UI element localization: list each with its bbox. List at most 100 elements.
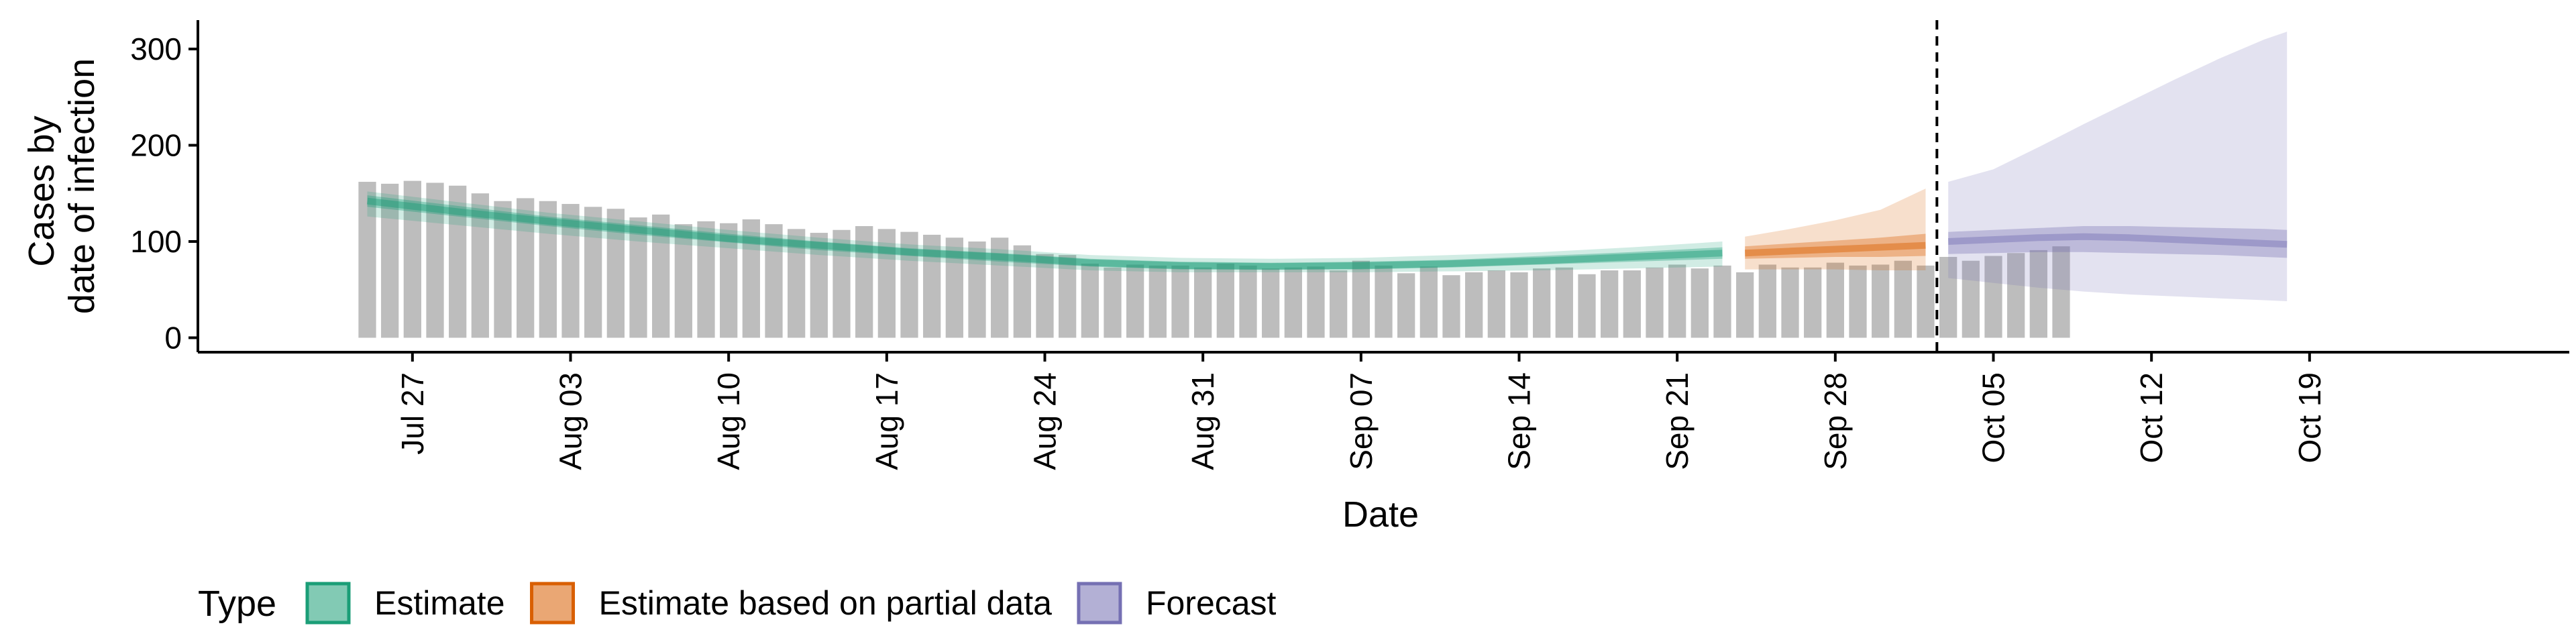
legend-label-forecast: Forecast [1146, 584, 1277, 622]
y-axis-title-line2: date of infection [62, 58, 102, 314]
bar [1939, 256, 1957, 338]
bar [561, 204, 580, 338]
bar [1419, 266, 1438, 338]
x-tick-label: Sep 28 [1818, 372, 1853, 470]
bar [991, 237, 1009, 338]
bar [2029, 250, 2047, 338]
x-tick-label: Aug 17 [869, 372, 904, 470]
bar [1601, 270, 1619, 338]
y-tick-label: 200 [130, 128, 182, 163]
bar [1713, 265, 1731, 338]
bar [426, 182, 444, 338]
bar [2007, 253, 2025, 338]
bar [968, 241, 986, 338]
bar [1239, 265, 1257, 338]
bar [765, 224, 783, 338]
bar [900, 231, 918, 338]
bar [1690, 268, 1709, 338]
bar [449, 185, 467, 338]
x-tick-label: Oct 19 [2292, 372, 2327, 464]
bar [1081, 264, 1099, 338]
x-tick-label: Aug 24 [1028, 372, 1063, 470]
bar [1148, 265, 1167, 338]
y-axis: 0 100 200 300 [130, 20, 199, 355]
bar [1442, 275, 1460, 338]
bar [1036, 254, 1054, 338]
forecast-inner-band [1948, 226, 2288, 258]
x-axis-title: Date [1342, 494, 1419, 535]
bar [1216, 264, 1234, 338]
y-axis-title: Cases by date of infection [21, 58, 102, 314]
bar [1646, 267, 1664, 338]
bar [358, 182, 376, 338]
legend-label-estimate-based-on-partial-data: Estimate based on partial data [599, 584, 1053, 622]
bar [1510, 272, 1528, 338]
bar [1872, 264, 1890, 338]
legend-swatch-estimate [305, 582, 351, 625]
bar [1984, 256, 2002, 338]
estimate-median-line [366, 197, 1723, 270]
bar [833, 229, 851, 338]
x-tick-label: Aug 03 [553, 372, 588, 470]
bar [1059, 255, 1077, 338]
x-tick-label: Oct 05 [1976, 372, 2011, 464]
bar [539, 201, 557, 338]
bar [403, 180, 421, 338]
bar [1533, 268, 1551, 338]
x-tick-label: Sep 14 [1502, 372, 1537, 470]
estimate-outer-band [367, 191, 1723, 272]
x-tick-label: Aug 10 [711, 372, 746, 470]
legend-swatch-estimate-based-on-partial-data [530, 582, 576, 625]
bar [1465, 272, 1483, 338]
bar [1375, 265, 1393, 338]
bar [584, 207, 602, 338]
bar [629, 217, 647, 338]
x-axis: Jul 27 Aug 03 Aug 10 Aug 17 Aug 24 Aug 31 Sep … [198, 351, 2569, 470]
bar [674, 224, 692, 338]
x-tick-label: Sep 21 [1660, 372, 1695, 470]
y-tick-label: 0 [164, 320, 182, 355]
legend-title: Type [198, 584, 276, 624]
bar [697, 221, 715, 338]
estimate-inner-band [367, 195, 1723, 270]
bar [1578, 274, 1596, 338]
estimate-based-on-partial-data-median-line [1744, 241, 1926, 257]
bar [742, 219, 760, 338]
bar [1397, 273, 1415, 338]
bar [606, 209, 625, 338]
bar [1352, 260, 1370, 338]
bar [1171, 265, 1189, 338]
ribbons-layer [366, 32, 2288, 301]
forecast-outer-band [1948, 32, 2288, 301]
bar [1826, 262, 1844, 338]
bar [1104, 267, 1122, 338]
bar [1487, 270, 1505, 338]
bar [1736, 272, 1754, 338]
bar [1894, 260, 1912, 338]
bar [1758, 264, 1776, 338]
legend-label-estimate: Estimate [374, 584, 505, 622]
bar [494, 201, 512, 338]
estimate-based-on-partial-data-outer-band [1745, 189, 1926, 270]
bar [517, 198, 535, 338]
bar [1307, 266, 1325, 338]
bar [1668, 264, 1686, 338]
bar [652, 214, 670, 338]
bar [1962, 260, 1980, 338]
legend: Type Estimate Estimate based on partial da… [198, 582, 1277, 625]
estimate-based-on-partial-data-inner-band [1745, 233, 1926, 259]
bar [788, 229, 806, 338]
bar [1555, 267, 1573, 338]
bar [1917, 265, 1935, 338]
bar [877, 229, 896, 338]
bar [1262, 268, 1280, 338]
bar [1284, 267, 1302, 338]
bar [471, 193, 489, 338]
y-tick-label: 300 [130, 32, 182, 66]
x-tick-label: Jul 27 [395, 372, 430, 455]
y-tick-label: 100 [130, 224, 182, 259]
x-tick-label: Sep 07 [1344, 372, 1379, 470]
x-tick-label: Oct 12 [2134, 372, 2169, 464]
bar [1804, 267, 1822, 338]
